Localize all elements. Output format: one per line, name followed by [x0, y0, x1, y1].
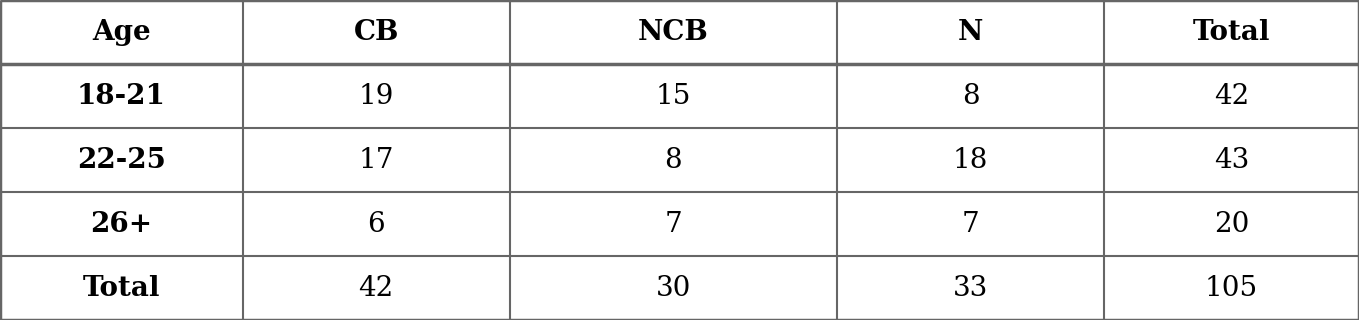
- Text: 17: 17: [359, 147, 394, 173]
- Text: 8: 8: [962, 83, 980, 109]
- Text: 20: 20: [1214, 211, 1249, 237]
- Text: Age: Age: [92, 19, 151, 45]
- Text: 18-21: 18-21: [77, 83, 166, 109]
- Text: 18: 18: [953, 147, 988, 173]
- Text: 33: 33: [953, 275, 988, 301]
- Text: 7: 7: [665, 211, 682, 237]
- Text: 7: 7: [962, 211, 980, 237]
- Text: 105: 105: [1205, 275, 1258, 301]
- Text: 15: 15: [656, 83, 692, 109]
- Text: 42: 42: [1214, 83, 1249, 109]
- Text: 6: 6: [367, 211, 385, 237]
- Text: 42: 42: [359, 275, 394, 301]
- Text: 43: 43: [1214, 147, 1249, 173]
- Text: CB: CB: [353, 19, 398, 45]
- Text: Total: Total: [83, 275, 160, 301]
- Text: Total: Total: [1193, 19, 1271, 45]
- Text: 8: 8: [665, 147, 682, 173]
- Text: 30: 30: [656, 275, 692, 301]
- Text: 26+: 26+: [90, 211, 152, 237]
- Text: 22-25: 22-25: [77, 147, 166, 173]
- Text: N: N: [958, 19, 984, 45]
- Text: NCB: NCB: [639, 19, 709, 45]
- Text: 19: 19: [359, 83, 394, 109]
